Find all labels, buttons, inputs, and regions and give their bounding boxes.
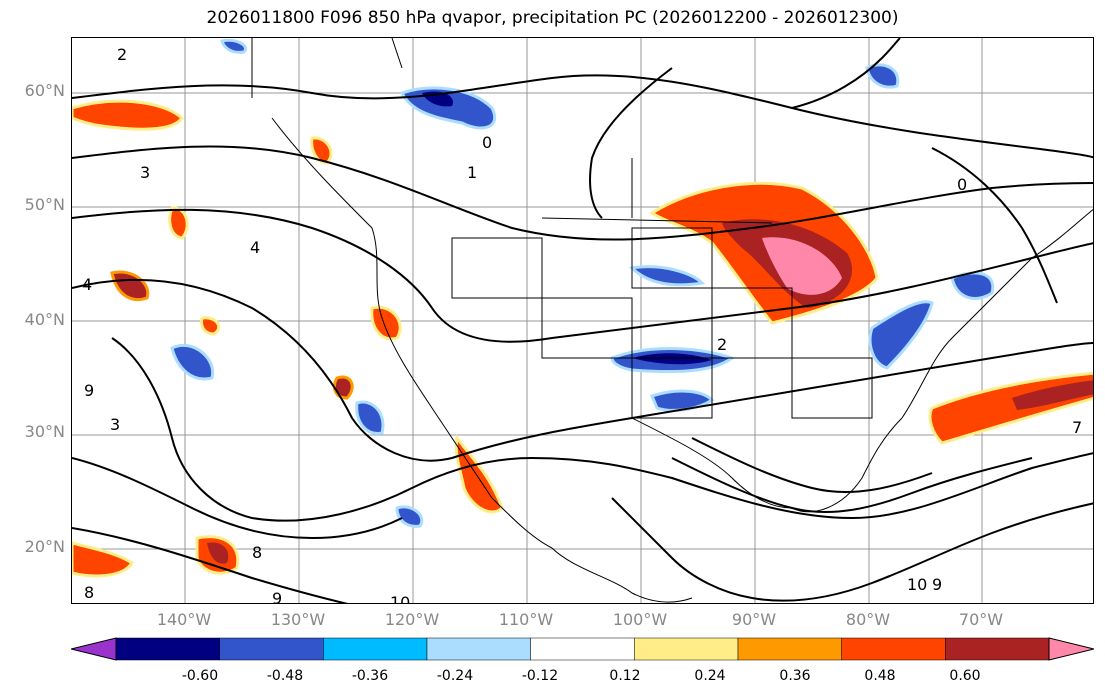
contour-label: 9 (272, 589, 282, 604)
colorbar-tick: 0.48 (864, 668, 896, 684)
contour-label: 4 (250, 238, 260, 257)
lon-label-120w: 120°W (384, 610, 440, 629)
colorbar-tick: -0.12 (521, 668, 559, 684)
map-canvas: 2 0 1 3 4 4 0 2 3 9 8 9 10 10 9 8 7 (72, 38, 1093, 604)
colorbar-cells (71, 637, 1094, 661)
precip-positive-anomalies (72, 99, 1093, 578)
contour-label: 9 (84, 381, 94, 400)
colorbar-cell (841, 637, 946, 661)
colorbar-tick: 0.60 (949, 668, 981, 684)
contour-label: 3 (110, 415, 120, 434)
lon-label-100w: 100°W (612, 610, 668, 629)
contour-label: 8 (84, 583, 94, 602)
lat-label-30n: 30°N (24, 422, 65, 441)
colorbar (71, 637, 1094, 661)
graticule (72, 38, 1093, 603)
contour-labels: 2 0 1 3 4 4 0 2 3 9 8 9 10 10 9 8 7 (82, 45, 1082, 604)
contour-label: 2 (717, 335, 727, 354)
colorbar-tick: -0.60 (181, 668, 219, 684)
contour-label: 7 (1072, 418, 1082, 437)
colorbar-cell (634, 637, 739, 661)
contour-label: 8 (252, 543, 262, 562)
contour-label: 4 (82, 275, 92, 294)
coastlines (251, 38, 1093, 603)
colorbar-tick: 0.12 (609, 668, 641, 684)
colorbar-cell (426, 637, 531, 661)
colorbar-tick: 0.36 (779, 668, 811, 684)
lon-label-130w: 130°W (270, 610, 326, 629)
lat-label-20n: 20°N (24, 537, 65, 556)
lat-label-40n: 40°N (24, 310, 65, 329)
colorbar-cell (530, 637, 635, 661)
colorbar-cell (323, 637, 428, 661)
map-panel: 2 0 1 3 4 4 0 2 3 9 8 9 10 10 9 8 7 (71, 37, 1094, 604)
lon-label-110w: 110°W (498, 610, 554, 629)
colorbar-cell (737, 637, 842, 661)
colorbar-cell (115, 637, 220, 661)
lat-label-50n: 50°N (24, 195, 65, 214)
lat-label-60n: 60°N (24, 81, 65, 100)
colorbar-tick: -0.24 (436, 668, 474, 684)
colorbar-extend-low (71, 637, 117, 661)
lon-label-80w: 80°W (845, 610, 891, 629)
contour-label: 1 (467, 163, 477, 182)
colorbar-cell (219, 637, 324, 661)
precip-negative-anomalies (170, 38, 995, 528)
contour-label: 10 (907, 575, 927, 594)
lon-label-90w: 90°W (731, 610, 777, 629)
plot-title: 2026011800 F096 850 hPa qvapor, precipit… (206, 8, 899, 28)
contour-label: 10 (390, 593, 410, 604)
contour-label: 9 (932, 575, 942, 594)
colorbar-tick: -0.48 (266, 668, 304, 684)
lon-label-70w: 70°W (958, 610, 1004, 629)
colorbar-tick: 0.24 (694, 668, 726, 684)
qvapor-contours (72, 38, 1093, 603)
colorbar-cell (945, 637, 1050, 661)
contour-label: 0 (482, 133, 492, 152)
colorbar-tick: -0.36 (351, 668, 389, 684)
contour-label: 3 (140, 163, 150, 182)
contour-label: 0 (957, 175, 967, 194)
lon-label-140w: 140°W (156, 610, 212, 629)
contour-label: 2 (117, 45, 127, 64)
colorbar-extend-high (1048, 637, 1094, 661)
